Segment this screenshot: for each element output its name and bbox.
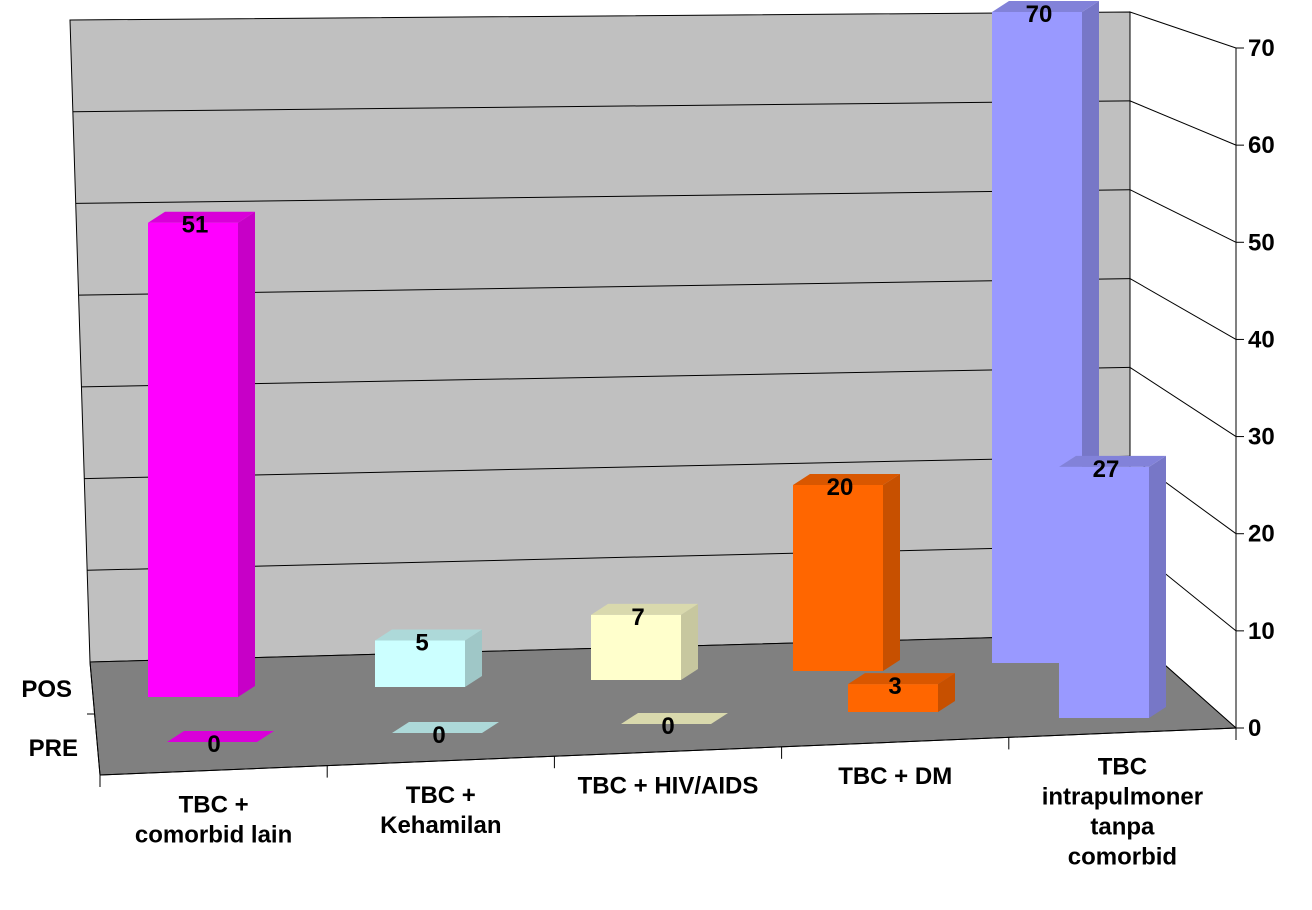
gridline-side bbox=[1129, 100, 1237, 146]
x-category-label-line: TBC bbox=[1098, 754, 1147, 781]
gridline-back bbox=[87, 544, 1131, 571]
data-label: 0 bbox=[207, 731, 220, 758]
series-label: POS bbox=[21, 676, 72, 703]
x-category-label: TBC + HIV/AIDS bbox=[578, 773, 759, 800]
x-axis: TBC + comorbid lain TBC + Kehamilan TBC + HI… bbox=[99, 727, 1237, 871]
bar-pos bbox=[148, 211, 255, 697]
bar-front-face bbox=[793, 485, 883, 671]
bar-side-face bbox=[465, 629, 482, 687]
gridline-side bbox=[1129, 189, 1237, 243]
bar-top-face bbox=[793, 474, 900, 485]
gridline-side bbox=[1129, 367, 1237, 437]
bar-side-face bbox=[1149, 455, 1166, 718]
bar-side-face bbox=[883, 474, 900, 671]
x-category-label-line: TBC + bbox=[406, 782, 476, 809]
bar-front-face bbox=[591, 614, 681, 680]
data-label: 51 bbox=[182, 212, 209, 239]
bar-top-face bbox=[1059, 455, 1166, 467]
x-category-label-line: tanpa bbox=[1090, 814, 1155, 841]
bar-top-face bbox=[848, 673, 955, 685]
bar-front-face bbox=[848, 684, 938, 712]
gridline-back bbox=[81, 366, 1131, 388]
y-tick-label: 10 bbox=[1248, 618, 1275, 645]
x-category-label: TBC + Kehamilan bbox=[380, 782, 501, 839]
bar-pre bbox=[1059, 455, 1166, 718]
bar-pre bbox=[621, 713, 728, 724]
bar-pos bbox=[591, 603, 698, 680]
y-axis: 0 10 20 30 40 50 60 70 bbox=[1235, 35, 1275, 742]
y-tick-label: 30 bbox=[1248, 424, 1275, 451]
x-category-label: TBC + comorbid lain bbox=[135, 791, 292, 848]
y-tick-label: 70 bbox=[1248, 35, 1275, 62]
series-row-labels: PRE POS bbox=[21, 661, 101, 776]
bar-side-face bbox=[681, 603, 698, 680]
x-category-label: TBC intrapulmoner tanpa comorbid bbox=[1042, 754, 1203, 871]
bar-front-face bbox=[375, 640, 465, 687]
x-category-label-line: comorbid bbox=[1068, 844, 1177, 871]
x-category-label-line: TBC + HIV/AIDS bbox=[578, 773, 759, 800]
x-category-label-line: intrapulmoner bbox=[1042, 784, 1203, 811]
bar-top-face bbox=[392, 722, 499, 733]
bar-top-face bbox=[992, 1, 1099, 12]
y-tick-label: 40 bbox=[1248, 326, 1275, 353]
x-category-label-line: TBC + bbox=[179, 791, 249, 818]
y-tick-label: 60 bbox=[1248, 132, 1275, 159]
x-axis-line bbox=[99, 727, 1237, 776]
bar-side-face bbox=[938, 673, 955, 712]
y-tick-label: 0 bbox=[1248, 715, 1261, 742]
data-label: 20 bbox=[827, 474, 854, 501]
y-tick-label: 50 bbox=[1248, 229, 1275, 256]
data-label: 7 bbox=[631, 604, 644, 631]
gridline-back bbox=[84, 455, 1131, 480]
x-category-label-line: TBC + DM bbox=[838, 763, 952, 790]
bar-top-face bbox=[148, 211, 255, 223]
x-category-label-line: comorbid lain bbox=[135, 821, 292, 848]
bars bbox=[148, 1, 1166, 742]
data-label: 70 bbox=[1026, 1, 1053, 28]
series-label: PRE bbox=[29, 735, 78, 762]
bar-front-face bbox=[148, 222, 238, 697]
gridline-back bbox=[75, 189, 1131, 204]
data-label: 0 bbox=[432, 722, 445, 749]
bar-top-face bbox=[375, 629, 482, 641]
bar-pre bbox=[848, 673, 955, 712]
bar-side-face bbox=[238, 211, 255, 697]
data-labels: 51 5 7 20 70 0 0 0 3 27 bbox=[182, 1, 1120, 758]
bar-top-face bbox=[591, 603, 698, 615]
data-label: 5 bbox=[415, 630, 428, 657]
gridline-back bbox=[72, 100, 1131, 113]
bar-front-face bbox=[1059, 466, 1149, 718]
bar-pre bbox=[392, 722, 499, 733]
data-label: 3 bbox=[888, 673, 901, 700]
depth-axis-line bbox=[89, 661, 101, 776]
data-label: 27 bbox=[1093, 456, 1120, 483]
y-tick-label: 20 bbox=[1248, 521, 1275, 548]
data-label: 0 bbox=[661, 713, 674, 740]
bar-pos bbox=[375, 629, 482, 687]
bar-top-face bbox=[167, 731, 274, 742]
bar-top-face bbox=[621, 713, 728, 724]
x-category-label-line: Kehamilan bbox=[380, 812, 501, 839]
gridline-side bbox=[1129, 278, 1237, 340]
bar-pre bbox=[167, 731, 274, 742]
bar-pos bbox=[793, 474, 900, 671]
x-category-label: TBC + DM bbox=[838, 763, 952, 790]
